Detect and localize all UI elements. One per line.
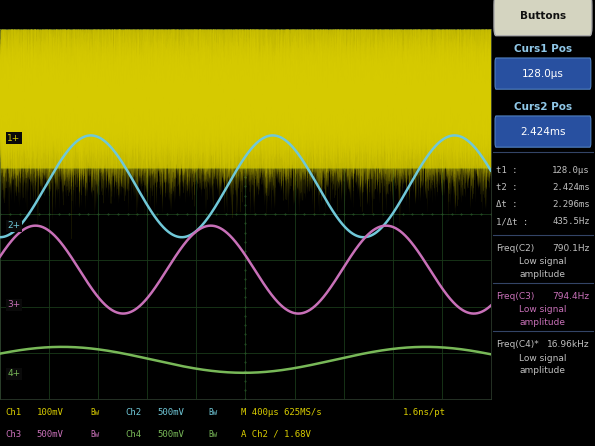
Text: 2+: 2+ <box>7 221 20 231</box>
Text: 16.96kHz: 16.96kHz <box>547 340 590 349</box>
Text: 2.424ms: 2.424ms <box>552 183 590 192</box>
Text: File: File <box>6 11 23 21</box>
Text: 435.5Hz: 435.5Hz <box>552 217 590 226</box>
Text: Ch2: Ch2 <box>125 408 141 417</box>
FancyBboxPatch shape <box>495 58 591 89</box>
Text: Curs2 Pos: Curs2 Pos <box>514 102 572 112</box>
Text: Δt :: Δt : <box>496 200 518 209</box>
Text: Math: Math <box>408 11 432 21</box>
Text: Freq(C3): Freq(C3) <box>496 292 534 301</box>
Text: 790.1Hz: 790.1Hz <box>552 244 590 253</box>
Text: t2 :: t2 : <box>496 183 518 192</box>
Text: Horiz/Acq: Horiz/Acq <box>125 11 171 21</box>
Text: Trig: Trig <box>181 11 199 21</box>
Text: Utilities: Utilities <box>446 11 483 21</box>
Text: M 400μs 625MS/s: M 400μs 625MS/s <box>240 408 321 417</box>
Text: Low signal: Low signal <box>519 306 566 314</box>
Text: Bw: Bw <box>209 408 218 417</box>
Text: 100mV: 100mV <box>37 408 64 417</box>
Text: amplitude: amplitude <box>520 270 566 279</box>
Text: Ch4: Ch4 <box>125 430 141 439</box>
Text: Buttons: Buttons <box>520 11 566 21</box>
Text: t1 :: t1 : <box>496 166 518 175</box>
Text: Bw: Bw <box>91 408 100 417</box>
Text: Ch1: Ch1 <box>5 408 21 417</box>
Text: Freq(C2): Freq(C2) <box>496 244 534 253</box>
Text: 2.296ms: 2.296ms <box>552 200 590 209</box>
Text: 794.4Hz: 794.4Hz <box>553 292 590 301</box>
Text: Ch3: Ch3 <box>5 430 21 439</box>
Text: 1.6ns/pt: 1.6ns/pt <box>402 408 446 417</box>
Text: Display: Display <box>217 11 253 21</box>
Text: 4+: 4+ <box>7 369 20 379</box>
Text: Low signal: Low signal <box>519 257 566 266</box>
Text: Tek: Tek <box>5 37 21 46</box>
Text: Vertical: Vertical <box>74 11 111 21</box>
Text: Bw: Bw <box>209 430 218 439</box>
Text: amplitude: amplitude <box>520 318 566 327</box>
Text: 1/Δt :: 1/Δt : <box>496 217 528 226</box>
Text: 2.424ms: 2.424ms <box>520 127 566 136</box>
Text: 128.0μs: 128.0μs <box>522 69 564 78</box>
Text: 128.0μs: 128.0μs <box>552 166 590 175</box>
Text: amplitude: amplitude <box>520 366 566 375</box>
Text: Measure: Measure <box>315 11 357 21</box>
Text: Stopped: Stopped <box>35 37 72 46</box>
Text: 1+: 1+ <box>7 134 21 143</box>
Text: Bw: Bw <box>91 430 100 439</box>
Text: 3 Acqs: 3 Acqs <box>187 37 219 46</box>
FancyBboxPatch shape <box>494 0 592 36</box>
Text: Edit: Edit <box>39 11 58 21</box>
Text: 500mV: 500mV <box>157 408 184 417</box>
Text: Freq(C4)*: Freq(C4)* <box>496 340 539 349</box>
Text: 3+: 3+ <box>7 300 21 309</box>
FancyBboxPatch shape <box>495 116 591 147</box>
Text: A Ch2 / 1.68V: A Ch2 / 1.68V <box>240 430 311 439</box>
Text: Curs1 Pos: Curs1 Pos <box>514 44 572 54</box>
Text: 500mV: 500mV <box>37 430 64 439</box>
Text: Low signal: Low signal <box>519 354 566 363</box>
Text: Cursors: Cursors <box>262 11 299 21</box>
Text: 500mV: 500mV <box>157 430 184 439</box>
Text: Help: Help <box>506 11 528 21</box>
Text: 03 Aug 11 16:10:53: 03 Aug 11 16:10:53 <box>295 37 392 46</box>
Text: Masks: Masks <box>363 11 393 21</box>
